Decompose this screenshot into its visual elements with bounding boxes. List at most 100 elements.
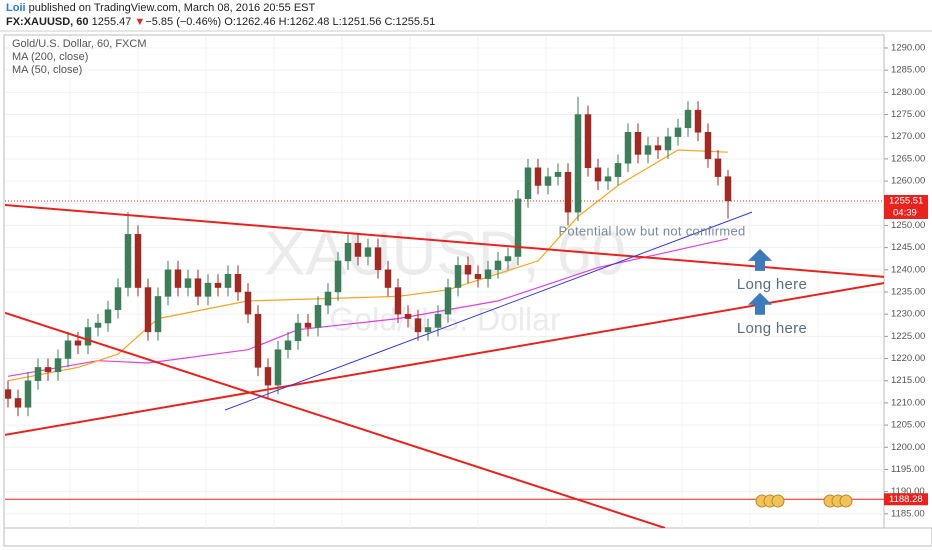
candle-body [24,380,32,408]
candle-body [354,242,362,257]
candle-body [34,367,42,381]
y-tick-label: 1200.00 [891,442,925,453]
price-label: 1188.28 [889,494,923,505]
candle-body [574,114,582,213]
candle-body [334,260,342,293]
header-line-2: FX:XAUUSD, 60 1255.47 ▼−5.85 (−0.46%) O:… [6,16,435,28]
candle-body [234,273,242,293]
candle-body [224,273,232,288]
candle-body [604,176,612,182]
candle-body [264,367,272,386]
candle-body [694,109,702,133]
candle-body [494,260,502,271]
candle-body [214,282,222,288]
y-tick-label: 1210.00 [891,397,925,408]
candle-body [474,273,482,279]
y-tick-label: 1190.00 [891,486,925,497]
candle-body [144,287,152,333]
ma-line [7,149,729,382]
candle-body [484,269,492,279]
open: O:1262.46 [224,16,275,28]
countdown: 04:39 [893,208,917,219]
y-tick-label: 1215.00 [891,375,925,386]
candle-body [64,340,72,359]
legend-title: Gold/U.S. Dollar, 60, FXCM [12,38,147,50]
candle-body [464,265,472,275]
y-tick-label: 1185.00 [891,508,925,519]
legend-entry: MA (50, close) [12,64,82,76]
y-tick-label: 1280.00 [891,87,925,98]
author[interactable]: Loii [6,2,26,14]
ma-line [7,238,729,377]
candle-body [534,167,542,186]
published: published on TradingView.com, March 08, … [29,2,316,14]
trend-line [5,282,884,436]
candle-body [324,291,332,306]
candle-body [294,322,302,342]
y-tick-label: 1225.00 [891,331,925,342]
candle-body [704,132,712,160]
candle-body [594,167,602,182]
candle-body [404,313,412,319]
y-tick-label: 1290.00 [891,42,925,53]
direction: ▼ [134,16,145,28]
trend-line [5,311,666,528]
candle-body [514,198,522,257]
candle-body [124,234,132,288]
candle-body [284,340,292,350]
low: L:1251.56 [332,16,381,28]
candle-body [5,389,12,399]
header-line-1: Loii published on TradingView.com, March… [6,2,315,14]
trend-line [224,211,753,411]
candle-body [194,278,202,297]
candle-body [644,145,652,155]
candle-body [714,158,722,177]
y-tick-label: 1275.00 [891,109,925,120]
candle-body [544,176,552,186]
candle-body [394,287,402,315]
candle-body [94,322,102,328]
candle-body [724,176,732,202]
candle-body [74,340,82,346]
candle-body [584,114,592,169]
candle-body [344,242,352,262]
event-icons [755,494,853,508]
candle-body [184,278,192,288]
y-tick-label: 1205.00 [891,420,925,431]
y-tick-label: 1220.00 [891,353,925,364]
candle-body [304,322,312,328]
candle-body [204,282,212,297]
arrow-up [748,248,772,271]
candle-body [564,171,572,213]
candle-body [84,327,92,346]
y-tick-label: 1230.00 [891,309,925,320]
y-tick-label: 1235.00 [891,286,925,297]
last-price: 1255.47 [92,16,132,28]
countdown-box [884,206,928,219]
candle-body [634,132,642,155]
candle-body [424,327,432,333]
candle-body [414,318,422,333]
candle-body [44,367,52,373]
close: C:1255.51 [384,16,435,28]
y-tick-label: 1270.00 [891,131,925,142]
candle-body [174,269,182,288]
candle-body [614,163,622,177]
y-tick-label: 1195.00 [891,464,925,475]
candle-body [14,398,22,408]
candle-body [554,171,562,177]
high: H:1262.48 [279,16,330,28]
candle-body [664,136,672,151]
candle-body [384,269,392,288]
y-tick-label: 1250.00 [891,220,925,231]
price-label: 1255.51 [889,196,923,207]
candle-body [164,269,172,297]
candle-body [114,287,122,310]
price-label-box [884,194,928,207]
candle-body [454,265,462,288]
trend-line [5,204,884,278]
annotation: Long here [737,276,807,293]
